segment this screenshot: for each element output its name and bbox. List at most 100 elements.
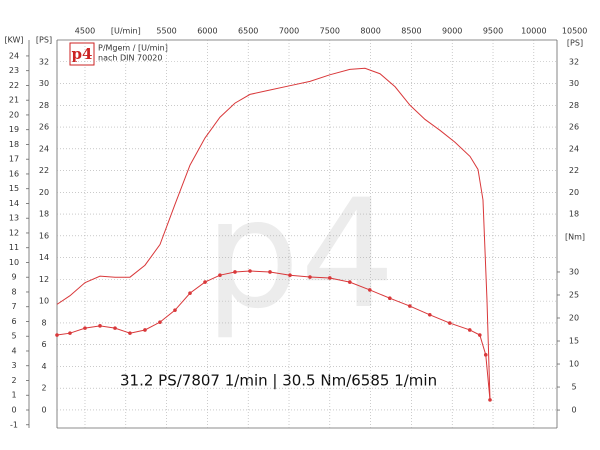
- point: [308, 275, 312, 279]
- kw-tick-label: 5: [11, 332, 16, 341]
- point: [158, 320, 162, 324]
- kw-tick-label: 10: [9, 258, 19, 267]
- x-tick-label: 5500: [156, 27, 176, 36]
- y-tick-label: 30: [39, 79, 49, 88]
- y-tick-label: 28: [39, 101, 49, 110]
- point: [188, 291, 192, 295]
- y2-tick-label: 20: [569, 313, 579, 322]
- point: [83, 326, 87, 330]
- y-tick-label: 14: [39, 253, 49, 262]
- x-tick-label: 8000: [360, 27, 380, 36]
- point: [233, 270, 237, 274]
- kw-tick-label: 8: [11, 287, 16, 296]
- point: [478, 333, 482, 337]
- point: [218, 273, 222, 277]
- watermark: p4: [205, 168, 396, 342]
- y-tick-label: 18: [39, 210, 49, 219]
- y2-tick-label: 10: [569, 360, 579, 369]
- kw-tick-label: -1: [10, 420, 18, 429]
- y-tick-label-right: 32: [569, 57, 579, 66]
- y-tick-label: 22: [39, 166, 49, 175]
- annotation: 31.2 PS/7807 1/min | 30.5 Nm/6585 1/min: [120, 372, 437, 390]
- y-axis-label: [PS]: [36, 36, 52, 45]
- point: [113, 326, 117, 330]
- y2-tick-label: 5: [571, 383, 576, 392]
- y-tick-label: 32: [39, 57, 49, 66]
- point: [407, 304, 412, 308]
- y2-tick-label: 30: [569, 267, 579, 276]
- x-tick-label: 6000: [197, 27, 217, 36]
- kw-tick-label: 24: [9, 51, 19, 60]
- point: [427, 312, 432, 317]
- kw-tick-label: 4: [11, 346, 16, 355]
- point: [173, 308, 177, 312]
- x-tick-label: 7000: [279, 27, 299, 36]
- kw-axis-label: [KW]: [4, 36, 23, 45]
- y-tick-label: 12: [39, 275, 49, 284]
- point: [268, 270, 272, 274]
- y2-tick-label: 0: [571, 406, 576, 415]
- y-tick-label: 6: [41, 340, 46, 349]
- series-line: [56, 67, 491, 401]
- point: [55, 333, 59, 337]
- y-tick-label: 8: [41, 318, 46, 327]
- kw-tick-label: 12: [9, 228, 19, 237]
- y2-axis-label: [Nm]: [565, 233, 585, 242]
- x-tick-label: 8500: [401, 27, 421, 36]
- x-tick-label: 10500: [562, 27, 587, 36]
- kw-tick-label: 11: [9, 243, 19, 252]
- y-tick-label: 4: [41, 362, 46, 371]
- y-tick-label-right: 26: [569, 123, 579, 132]
- point: [68, 331, 72, 335]
- kw-tick-label: 0: [11, 406, 16, 415]
- legend-line: P/Mgem / [U/min]: [98, 44, 168, 53]
- x-tick-label: 9500: [483, 27, 503, 36]
- y-tick-label: 2: [41, 384, 46, 393]
- x-tick-label: 9000: [442, 27, 462, 36]
- series-line: [56, 270, 491, 400]
- point: [488, 398, 492, 402]
- x-tick-label: 6500: [238, 27, 258, 36]
- y-tick-label: 24: [39, 144, 49, 153]
- kw-tick-label: 23: [9, 66, 19, 75]
- y-tick-label: 10: [39, 297, 49, 306]
- x-tick-label: [U/min]: [111, 27, 141, 36]
- kw-tick-label: 20: [9, 110, 19, 119]
- point: [143, 328, 147, 332]
- point: [128, 331, 132, 335]
- point: [203, 280, 207, 284]
- y-axis-label-right: [PS]: [567, 39, 583, 48]
- y-tick-label-right: 30: [569, 79, 579, 88]
- y-tick-label-right: 22: [569, 166, 579, 175]
- point: [288, 273, 292, 277]
- point: [98, 324, 102, 328]
- kw-tick-label: 19: [9, 125, 19, 134]
- y-tick-label-right: 24: [569, 144, 579, 153]
- kw-tick-label: 14: [9, 199, 19, 208]
- kw-tick-label: 7: [11, 302, 16, 311]
- y-tick-label-right: 18: [569, 210, 579, 219]
- y2-tick-label: 15: [569, 337, 579, 346]
- kw-tick-label: 13: [9, 214, 19, 223]
- point: [367, 288, 372, 292]
- y-tick-label: 26: [39, 123, 49, 132]
- logo-box: [69, 42, 95, 66]
- point: [328, 276, 332, 280]
- kw-tick-label: 2: [11, 376, 16, 385]
- kw-tick-label: 3: [11, 361, 16, 370]
- point: [387, 296, 392, 301]
- point: [447, 321, 452, 325]
- y2-tick-label: 25: [569, 290, 579, 299]
- kw-tick-label: 17: [9, 155, 19, 164]
- legend-line: nach DIN 70020: [98, 54, 162, 63]
- kw-tick-label: 9: [11, 273, 16, 282]
- y-tick-label: 0: [41, 405, 46, 414]
- kw-tick-label: 18: [9, 140, 19, 149]
- kw-tick-label: 22: [9, 81, 19, 90]
- kw-tick-label: 1: [11, 391, 16, 400]
- y-tick-label: 20: [39, 188, 49, 197]
- kw-tick-label: 6: [11, 317, 16, 326]
- y-tick-label-right: 20: [569, 188, 579, 197]
